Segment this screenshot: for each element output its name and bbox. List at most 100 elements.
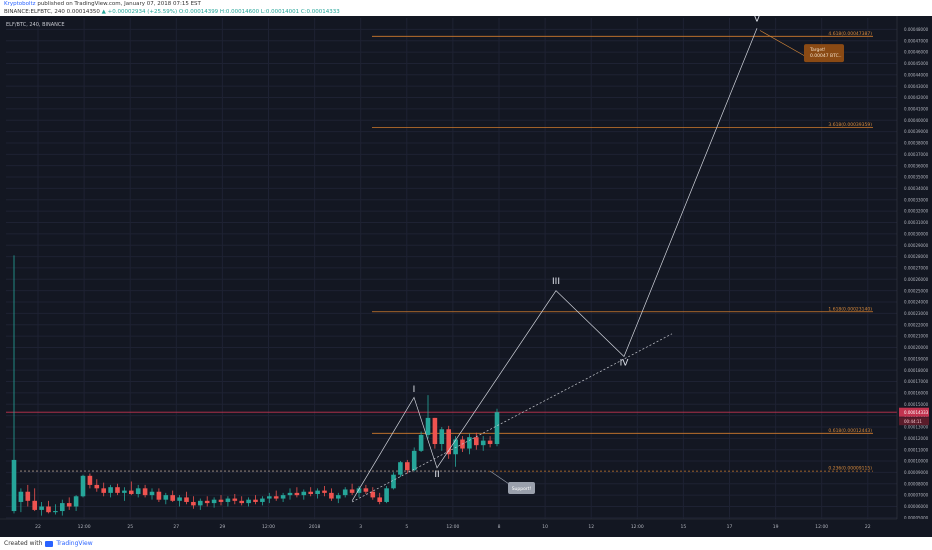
candle-body[interactable] bbox=[73, 496, 79, 507]
candle-body[interactable] bbox=[129, 490, 134, 495]
candle-body[interactable] bbox=[356, 488, 362, 493]
candle-body[interactable] bbox=[135, 488, 141, 495]
price-chart[interactable]: 4.618(0.00047387) 3.618(0.00039359) 1.618(… bbox=[0, 14, 932, 537]
candle-body[interactable] bbox=[391, 474, 396, 489]
candle-body[interactable] bbox=[425, 417, 431, 435]
price-axis-tick-label: 0.00031000 bbox=[904, 220, 929, 225]
candle-body[interactable] bbox=[170, 495, 175, 501]
candle-body[interactable] bbox=[480, 440, 486, 446]
candle-body[interactable] bbox=[363, 488, 369, 492]
price-axis: 0.00048000 0.00047000 0.00046000 0.00045000… bbox=[896, 16, 932, 520]
candle-body[interactable] bbox=[432, 417, 438, 445]
candle-body[interactable] bbox=[349, 489, 355, 493]
candle-body[interactable] bbox=[301, 491, 307, 496]
chart-area[interactable]: 4.618(0.00047387) 3.618(0.00039359) 1.618(… bbox=[0, 14, 932, 537]
candle-body[interactable] bbox=[18, 491, 24, 502]
support-callout-box[interactable] bbox=[508, 482, 535, 495]
candle-body[interactable] bbox=[39, 506, 44, 510]
price-axis-tick-label: 0.00038000 bbox=[904, 141, 929, 146]
candle-body[interactable] bbox=[115, 487, 120, 493]
candle-body[interactable] bbox=[80, 475, 86, 497]
candle-body[interactable] bbox=[308, 491, 313, 495]
candle-body[interactable] bbox=[32, 500, 37, 510]
candle-body[interactable] bbox=[398, 462, 403, 475]
price-axis-tick-label: 0.00039000 bbox=[904, 129, 929, 134]
candle-body[interactable] bbox=[246, 499, 251, 504]
candle-body[interactable] bbox=[315, 490, 320, 495]
candle-body[interactable] bbox=[370, 491, 376, 498]
candle-body[interactable] bbox=[273, 496, 279, 499]
candle-body[interactable] bbox=[439, 429, 445, 445]
candle-body[interactable] bbox=[453, 439, 458, 455]
ohlc-values-text: O:0.00014399 H:0.00014600 L:0.00014001 C… bbox=[178, 9, 340, 15]
author-link[interactable]: Kryptoboltz bbox=[4, 1, 36, 7]
price-axis-tick-label: 0.00042000 bbox=[904, 95, 929, 100]
candle-body[interactable] bbox=[204, 500, 210, 504]
candle-body[interactable] bbox=[25, 491, 31, 501]
price-axis-tick-label: 0.00006000 bbox=[904, 504, 929, 509]
candle-body[interactable] bbox=[239, 500, 244, 504]
price-axis-tick-label: 0.00046000 bbox=[904, 50, 929, 55]
candle-body[interactable] bbox=[418, 434, 424, 451]
candle-body[interactable] bbox=[53, 511, 58, 513]
price-axis-tick-label: 0.00025000 bbox=[904, 288, 929, 293]
candle-body[interactable] bbox=[294, 492, 300, 496]
candle-body[interactable] bbox=[474, 437, 479, 446]
fib-level-label: 4.618(0.00047387) bbox=[828, 31, 872, 37]
tradingview-brand-link[interactable]: TradingView bbox=[56, 540, 93, 547]
candle-body[interactable] bbox=[60, 503, 65, 512]
fib-level-label: 1.618(0.00023140) bbox=[828, 306, 872, 312]
candle-body[interactable] bbox=[177, 497, 182, 501]
candle-body[interactable] bbox=[94, 484, 100, 489]
candle-body[interactable] bbox=[191, 501, 196, 506]
time-axis: 22 12:00 25 27 29 12:00 2018 3 5 12:00 8 10 12 12:00 1… bbox=[0, 518, 932, 537]
candle-body[interactable] bbox=[184, 497, 189, 502]
candle-body[interactable] bbox=[101, 488, 106, 493]
ohlc-open-text: 0.00014350 bbox=[66, 9, 100, 15]
candle-body[interactable] bbox=[156, 491, 162, 500]
candle-body[interactable] bbox=[225, 498, 231, 502]
candle-body[interactable] bbox=[87, 475, 93, 485]
time-axis-tick-label: 22 bbox=[865, 524, 871, 530]
time-axis-tick-label: 12 bbox=[588, 524, 594, 530]
price-axis-tick-label: 0.00010000 bbox=[904, 459, 929, 464]
candle-body[interactable] bbox=[11, 459, 17, 512]
time-axis-tick-label: 25 bbox=[127, 524, 133, 530]
candle-body[interactable] bbox=[253, 499, 258, 502]
candle-body[interactable] bbox=[267, 496, 272, 499]
candle-body[interactable] bbox=[122, 490, 127, 493]
candle-body[interactable] bbox=[377, 497, 382, 502]
candle-body[interactable] bbox=[46, 506, 51, 513]
candle-body[interactable] bbox=[405, 462, 410, 471]
candle-body[interactable] bbox=[108, 487, 113, 493]
support-callout-label: Support! bbox=[512, 486, 532, 492]
candle-body[interactable] bbox=[66, 503, 72, 507]
candle-body[interactable] bbox=[211, 499, 217, 504]
candle-body[interactable] bbox=[446, 429, 451, 455]
candle-body[interactable] bbox=[260, 498, 265, 502]
candle-body[interactable] bbox=[198, 500, 203, 506]
candle-body[interactable] bbox=[487, 440, 493, 445]
candle-body[interactable] bbox=[384, 488, 389, 502]
published-text: published on TradingView.com, January 07… bbox=[35, 1, 201, 7]
candle-body[interactable] bbox=[232, 498, 238, 501]
candle-body[interactable] bbox=[149, 491, 155, 496]
target-callout-box[interactable] bbox=[804, 44, 844, 63]
price-axis-tick-label: 0.00027000 bbox=[904, 266, 929, 271]
candle-body[interactable] bbox=[287, 492, 293, 496]
candle-body[interactable] bbox=[342, 489, 348, 496]
candle-body[interactable] bbox=[163, 495, 169, 500]
candle-body[interactable] bbox=[280, 495, 286, 499]
candle-body[interactable] bbox=[218, 499, 224, 502]
time-axis-tick-label: 29 bbox=[220, 524, 226, 530]
candle-body[interactable] bbox=[411, 450, 417, 471]
candle-body[interactable] bbox=[329, 492, 334, 499]
candles-group bbox=[11, 255, 500, 516]
candle-body[interactable] bbox=[142, 488, 148, 496]
candle-body[interactable] bbox=[336, 495, 341, 499]
price-axis-tick-label: 0.00016000 bbox=[904, 390, 929, 395]
candle-body[interactable] bbox=[494, 412, 500, 445]
candle-body[interactable] bbox=[322, 490, 327, 493]
time-axis-tick-label: 10 bbox=[542, 524, 548, 530]
candle-body[interactable] bbox=[467, 437, 472, 449]
